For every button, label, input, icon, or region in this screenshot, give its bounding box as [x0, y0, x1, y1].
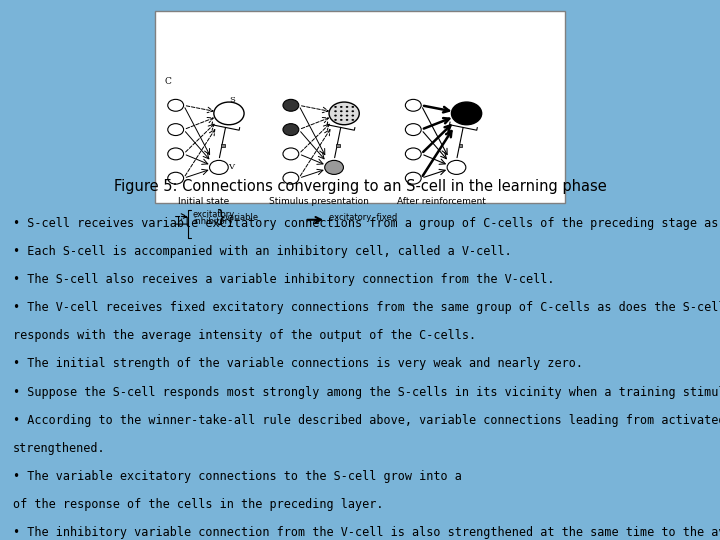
Circle shape	[351, 114, 354, 117]
Circle shape	[168, 124, 184, 136]
Text: • S-cell receives variable excitatory connections from a group of C-cells of the: • S-cell receives variable excitatory co…	[13, 217, 720, 230]
Circle shape	[351, 106, 354, 108]
Text: variable: variable	[225, 213, 258, 222]
Text: After reinforcement: After reinforcement	[397, 197, 486, 206]
Text: Initial state: Initial state	[178, 197, 230, 206]
Text: C: C	[164, 77, 171, 85]
Circle shape	[168, 99, 184, 111]
Circle shape	[346, 106, 348, 108]
Circle shape	[346, 114, 348, 117]
Text: inhibitory: inhibitory	[193, 218, 233, 226]
Text: of the response of the cells in the preceding layer.: of the response of the cells in the prec…	[13, 498, 384, 511]
Text: S: S	[229, 97, 235, 104]
Circle shape	[346, 110, 348, 112]
Circle shape	[334, 106, 337, 108]
Text: • Each S-cell is accompanied with an inhibitory cell, called a V-cell.: • Each S-cell is accompanied with an inh…	[13, 245, 512, 258]
Circle shape	[283, 124, 299, 136]
Text: • The variable excitatory connections to the S-cell grow into a: • The variable excitatory connections to…	[13, 470, 469, 483]
Text: excitatory: excitatory	[193, 210, 235, 219]
Text: • Suppose the S-cell responds most strongly among the S-cells in its vicinity wh: • Suppose the S-cell responds most stron…	[13, 386, 720, 399]
Circle shape	[340, 106, 343, 108]
Circle shape	[405, 148, 421, 160]
Text: Figure 5: Connections converging to an S-cell in the learning phase: Figure 5: Connections converging to an S…	[114, 179, 606, 194]
Text: responds with the average intensity of the output of the C-cells.: responds with the average intensity of t…	[13, 329, 476, 342]
Text: }: }	[216, 208, 227, 227]
Bar	[459, 144, 462, 147]
Circle shape	[329, 102, 359, 125]
Circle shape	[405, 99, 421, 111]
Circle shape	[447, 160, 466, 174]
Circle shape	[168, 148, 184, 160]
Bar	[221, 144, 225, 147]
Circle shape	[334, 110, 337, 112]
Text: excitatory  fixed: excitatory fixed	[329, 213, 397, 222]
Text: • The initial strength of the variable connections is very weak and nearly zero.: • The initial strength of the variable c…	[13, 357, 583, 370]
Circle shape	[451, 102, 482, 125]
Circle shape	[325, 160, 343, 174]
Circle shape	[351, 119, 354, 121]
Circle shape	[168, 172, 184, 184]
Circle shape	[334, 114, 337, 117]
Circle shape	[283, 148, 299, 160]
Bar	[336, 144, 340, 147]
Circle shape	[405, 124, 421, 136]
Circle shape	[340, 114, 343, 117]
Circle shape	[210, 160, 228, 174]
Text: • According to the winner-take-all rule described above, variable connections le: • According to the winner-take-all rule …	[13, 414, 720, 427]
FancyBboxPatch shape	[155, 11, 565, 202]
Circle shape	[283, 172, 299, 184]
Circle shape	[214, 102, 244, 125]
Text: strengthened.: strengthened.	[13, 442, 106, 455]
Circle shape	[351, 110, 354, 112]
Circle shape	[283, 99, 299, 111]
Circle shape	[346, 119, 348, 121]
Text: • The S-cell also receives a variable inhibitory connection from the V-cell.: • The S-cell also receives a variable in…	[13, 273, 554, 286]
Text: • The variable excitatory connections to the S-cell grow into a template that ex: • The variable excitatory connections to…	[13, 470, 720, 483]
Circle shape	[340, 119, 343, 121]
Circle shape	[334, 119, 337, 121]
Circle shape	[340, 110, 343, 112]
Text: • The V-cell receives fixed excitatory connections from the same group of C-cell: • The V-cell receives fixed excitatory c…	[13, 301, 720, 314]
Circle shape	[405, 172, 421, 184]
Text: V: V	[228, 164, 234, 171]
Text: Stimulus presentation: Stimulus presentation	[269, 197, 369, 206]
Text: • The inhibitory variable connection from the V-cell is also strengthened at the: • The inhibitory variable connection fro…	[13, 526, 720, 539]
